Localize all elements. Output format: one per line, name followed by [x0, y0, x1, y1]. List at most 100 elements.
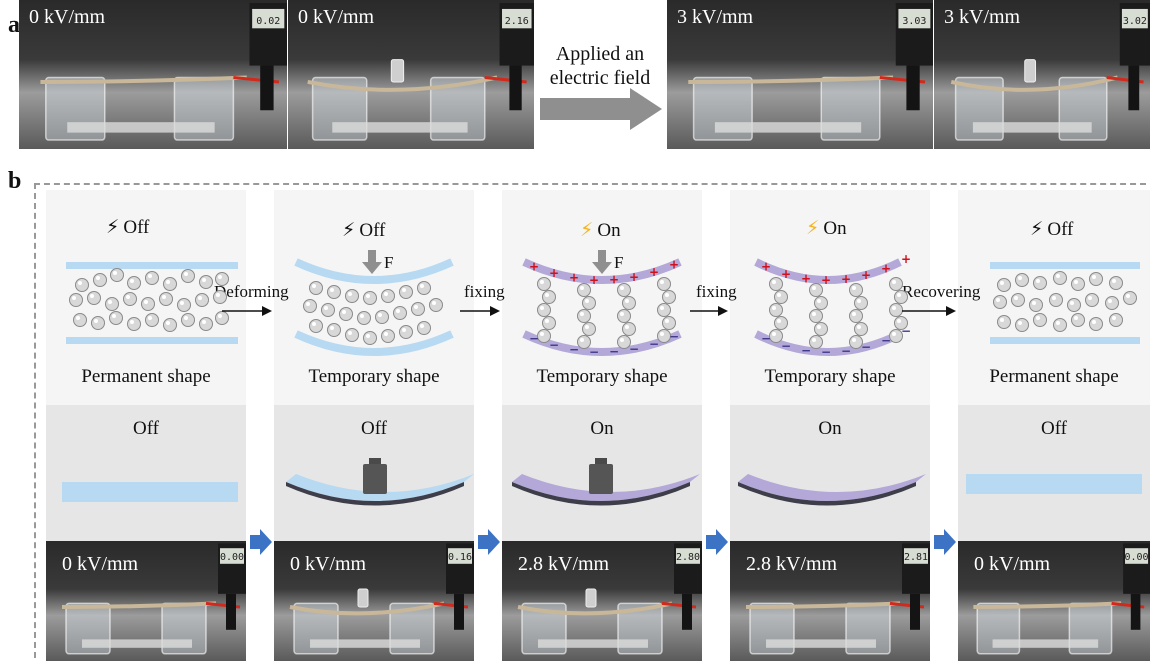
meter-reading: 2.16	[505, 16, 529, 27]
meter-display	[220, 548, 244, 564]
weight-icon	[1024, 59, 1037, 83]
photo-scene: 0.02	[40, 2, 287, 141]
film-strip	[745, 601, 901, 609]
photo-scene: 2.81	[745, 543, 930, 655]
panel-a-letter: a	[8, 12, 20, 38]
switch-state-text: Off	[123, 216, 150, 238]
meter-reading: 0.02	[256, 16, 280, 27]
photo-scene: 0.00	[973, 543, 1150, 655]
arrow-head	[630, 88, 662, 130]
step-label-fixing-1: fixing	[464, 282, 505, 301]
applied-line-2: electric field	[549, 67, 651, 89]
shape-label-2: Temporary shape	[308, 366, 440, 387]
photo-field-label: 3 kV/mm	[677, 6, 754, 28]
meter-reading: 3.02	[1123, 16, 1147, 27]
bolt-icon: ⚡︎	[1030, 219, 1044, 240]
photo-field-label: 2.8 kV/mm	[746, 553, 838, 575]
switch-state-text: Off	[359, 219, 386, 241]
bolt-icon: ⚡︎	[580, 220, 594, 241]
film-strip	[688, 75, 894, 84]
ruler	[714, 122, 862, 133]
ruler	[82, 639, 192, 648]
ruler	[538, 639, 648, 648]
film-strip	[950, 75, 1119, 92]
weight-icon	[585, 588, 597, 608]
shape-label-5: Permanent shape	[989, 366, 1119, 387]
ruler	[67, 122, 215, 133]
switch-state-text: On	[597, 219, 621, 241]
photo-field-label: 0 kV/mm	[298, 6, 375, 28]
photo-field-label: 0 kV/mm	[974, 553, 1051, 575]
meter-reading: 2.81	[904, 552, 928, 563]
photo-scene: 3.02	[950, 2, 1150, 141]
panel-b-letter: b	[8, 168, 22, 194]
meter-display	[502, 8, 532, 29]
photo-b-5: 0 kV/mm 0.00	[958, 541, 1150, 661]
probe-handle	[682, 593, 692, 630]
photo-scene: 0.16	[289, 543, 474, 655]
meter-display	[898, 8, 931, 29]
probe-handle	[226, 593, 236, 630]
arrow-body	[540, 98, 632, 120]
film-strip	[40, 75, 247, 84]
mid-label-5: Off	[1040, 418, 1068, 439]
photo-scene: 0.00	[61, 543, 246, 655]
photo-a-3: 3 kV/mm 3.03	[667, 0, 933, 149]
photo-field-label: 2.8 kV/mm	[518, 553, 610, 575]
switch-label-4: ⚡︎ On	[806, 217, 847, 240]
shape-label-1: Permanent shape	[81, 366, 211, 387]
probe-handle	[906, 65, 920, 111]
mid-label-3: On	[590, 418, 614, 439]
switch-label-5: ⚡︎ Off	[1030, 218, 1073, 241]
photo-field-label: 0 kV/mm	[29, 6, 106, 28]
shape-label-4: Temporary shape	[764, 366, 896, 387]
meter-display	[1121, 8, 1148, 29]
switch-state-text: Off	[1047, 218, 1074, 240]
photo-b-3: 2.8 kV/mm 2.80	[502, 541, 702, 661]
switch-label-3: ⚡︎ On	[580, 219, 621, 242]
meter-reading: 2.80	[676, 552, 700, 563]
bolt-icon: ⚡︎	[106, 217, 120, 238]
photo-scene: 2.16	[307, 2, 534, 141]
probe-handle	[1128, 65, 1140, 111]
applied-line-1: Applied an	[555, 43, 645, 65]
bolt-icon: ⚡︎	[806, 218, 820, 239]
applied-field-arrow	[540, 88, 662, 130]
photo-b-2: 0 kV/mm 0.16	[274, 541, 474, 661]
meter-reading: 0.00	[1125, 552, 1149, 563]
photo-a-2: 0 kV/mm 2.16	[288, 0, 534, 149]
ruler	[972, 122, 1092, 133]
ruler	[992, 639, 1099, 648]
photo-field-label: 0 kV/mm	[62, 553, 139, 575]
probe-handle	[910, 593, 920, 630]
film-strip	[61, 601, 217, 609]
meter-display	[676, 548, 700, 564]
bolt-icon: ⚡︎	[342, 220, 356, 241]
switch-label-1: ⚡︎ Off	[106, 216, 149, 239]
column-mid-5	[958, 405, 1150, 541]
probe-handle	[454, 593, 464, 630]
film-strip	[289, 601, 445, 616]
ruler	[766, 639, 876, 648]
film-strip	[307, 75, 498, 92]
meter-display	[252, 8, 285, 29]
step-label-fixing-2: fixing	[696, 282, 737, 301]
weight-icon	[390, 59, 405, 83]
photo-field-label: 0 kV/mm	[290, 553, 367, 575]
photo-field-label: 3 kV/mm	[944, 6, 1021, 28]
photo-b-1: 0 kV/mm 0.00	[46, 541, 246, 661]
meter-display	[1125, 548, 1149, 564]
shape-label-3: Temporary shape	[536, 366, 668, 387]
applied-field-caption: Applied an electric field	[545, 42, 655, 90]
probe-handle	[509, 65, 522, 111]
column-mid-1	[46, 405, 246, 541]
meter-reading: 0.16	[448, 552, 472, 563]
mid-label-4: On	[818, 418, 842, 439]
meter-reading: 0.00	[220, 552, 244, 563]
mid-label-2: Off	[360, 418, 388, 439]
photo-scene: 3.03	[688, 2, 933, 141]
meter-display	[904, 548, 928, 564]
meter-reading: 3.03	[902, 16, 926, 27]
film-strip	[973, 601, 1122, 609]
step-label-recovering: Recovering	[902, 282, 981, 301]
